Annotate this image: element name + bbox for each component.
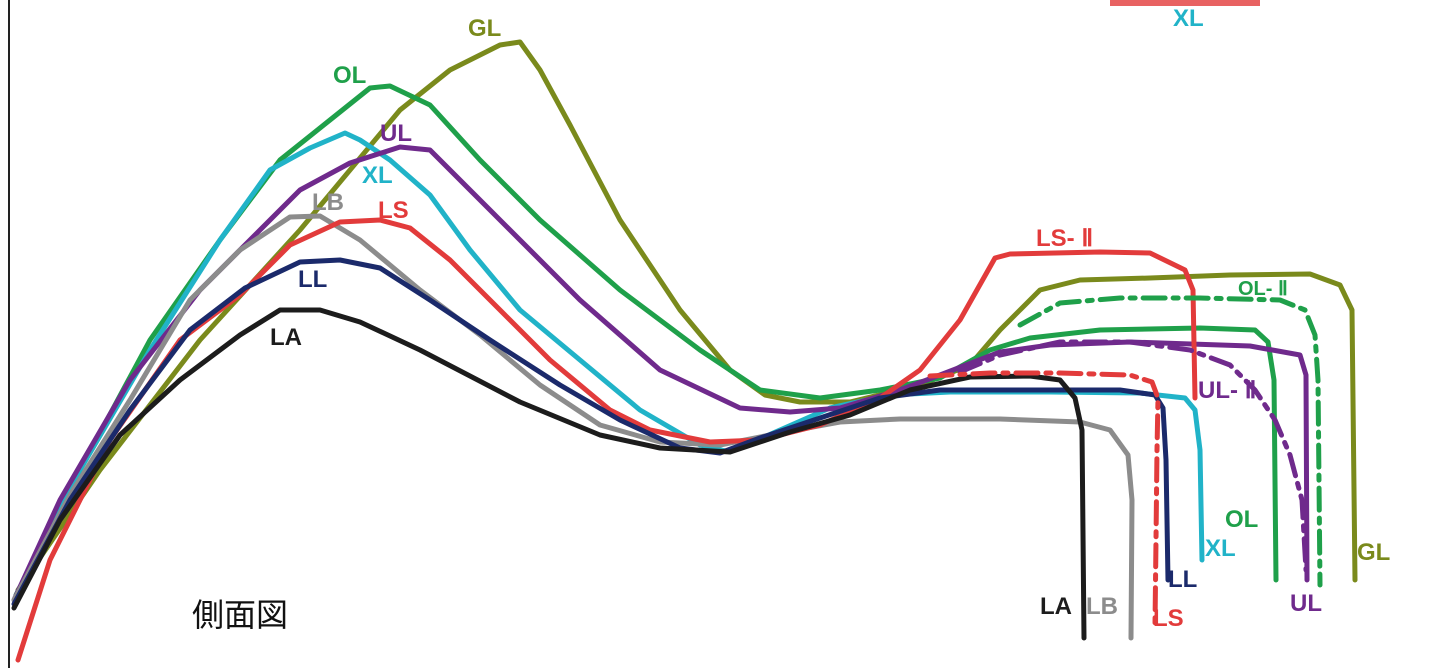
label-ll-right: LL [1168, 566, 1197, 593]
curve-ls-dash [927, 370, 1161, 628]
curve-ll [11, 257, 1171, 607]
diagram-caption: 側面図 [192, 596, 288, 634]
label-ls-right: LS [1153, 605, 1184, 632]
curve-lb [11, 213, 1135, 641]
curve-ls [15, 217, 1198, 663]
label-lb-right: LB [1086, 593, 1118, 620]
top-cut-label-fragment [1110, 0, 1260, 6]
curve-ol2 [1017, 295, 1323, 588]
label-ul2: UL- Ⅱ [1198, 377, 1256, 404]
label-ul-right: UL [1290, 590, 1322, 617]
label-lb-top: LB [312, 189, 344, 216]
label-xl-top: XL [362, 162, 393, 189]
label-ls-top: LS [378, 197, 409, 224]
label-ll-top: LL [298, 266, 327, 293]
label-ol2: OL- Ⅱ [1238, 278, 1288, 300]
label-ls2: LS- Ⅱ [1036, 225, 1093, 252]
label-la-top: LA [270, 324, 302, 351]
curve-ul2 [957, 339, 1309, 573]
label-la-right: LA [1040, 593, 1072, 620]
label-ul-top: UL [380, 120, 412, 147]
label-xl-right: XL [1205, 535, 1236, 562]
label-xl-topright: XL [1173, 5, 1204, 32]
label-ol-right: OL [1225, 506, 1258, 533]
curve-ol [13, 83, 1279, 598]
label-gl-right: GL [1357, 539, 1390, 566]
label-ol-top: OL [333, 62, 366, 89]
label-gl-top: GL [468, 15, 501, 42]
curve-la [11, 307, 1087, 641]
